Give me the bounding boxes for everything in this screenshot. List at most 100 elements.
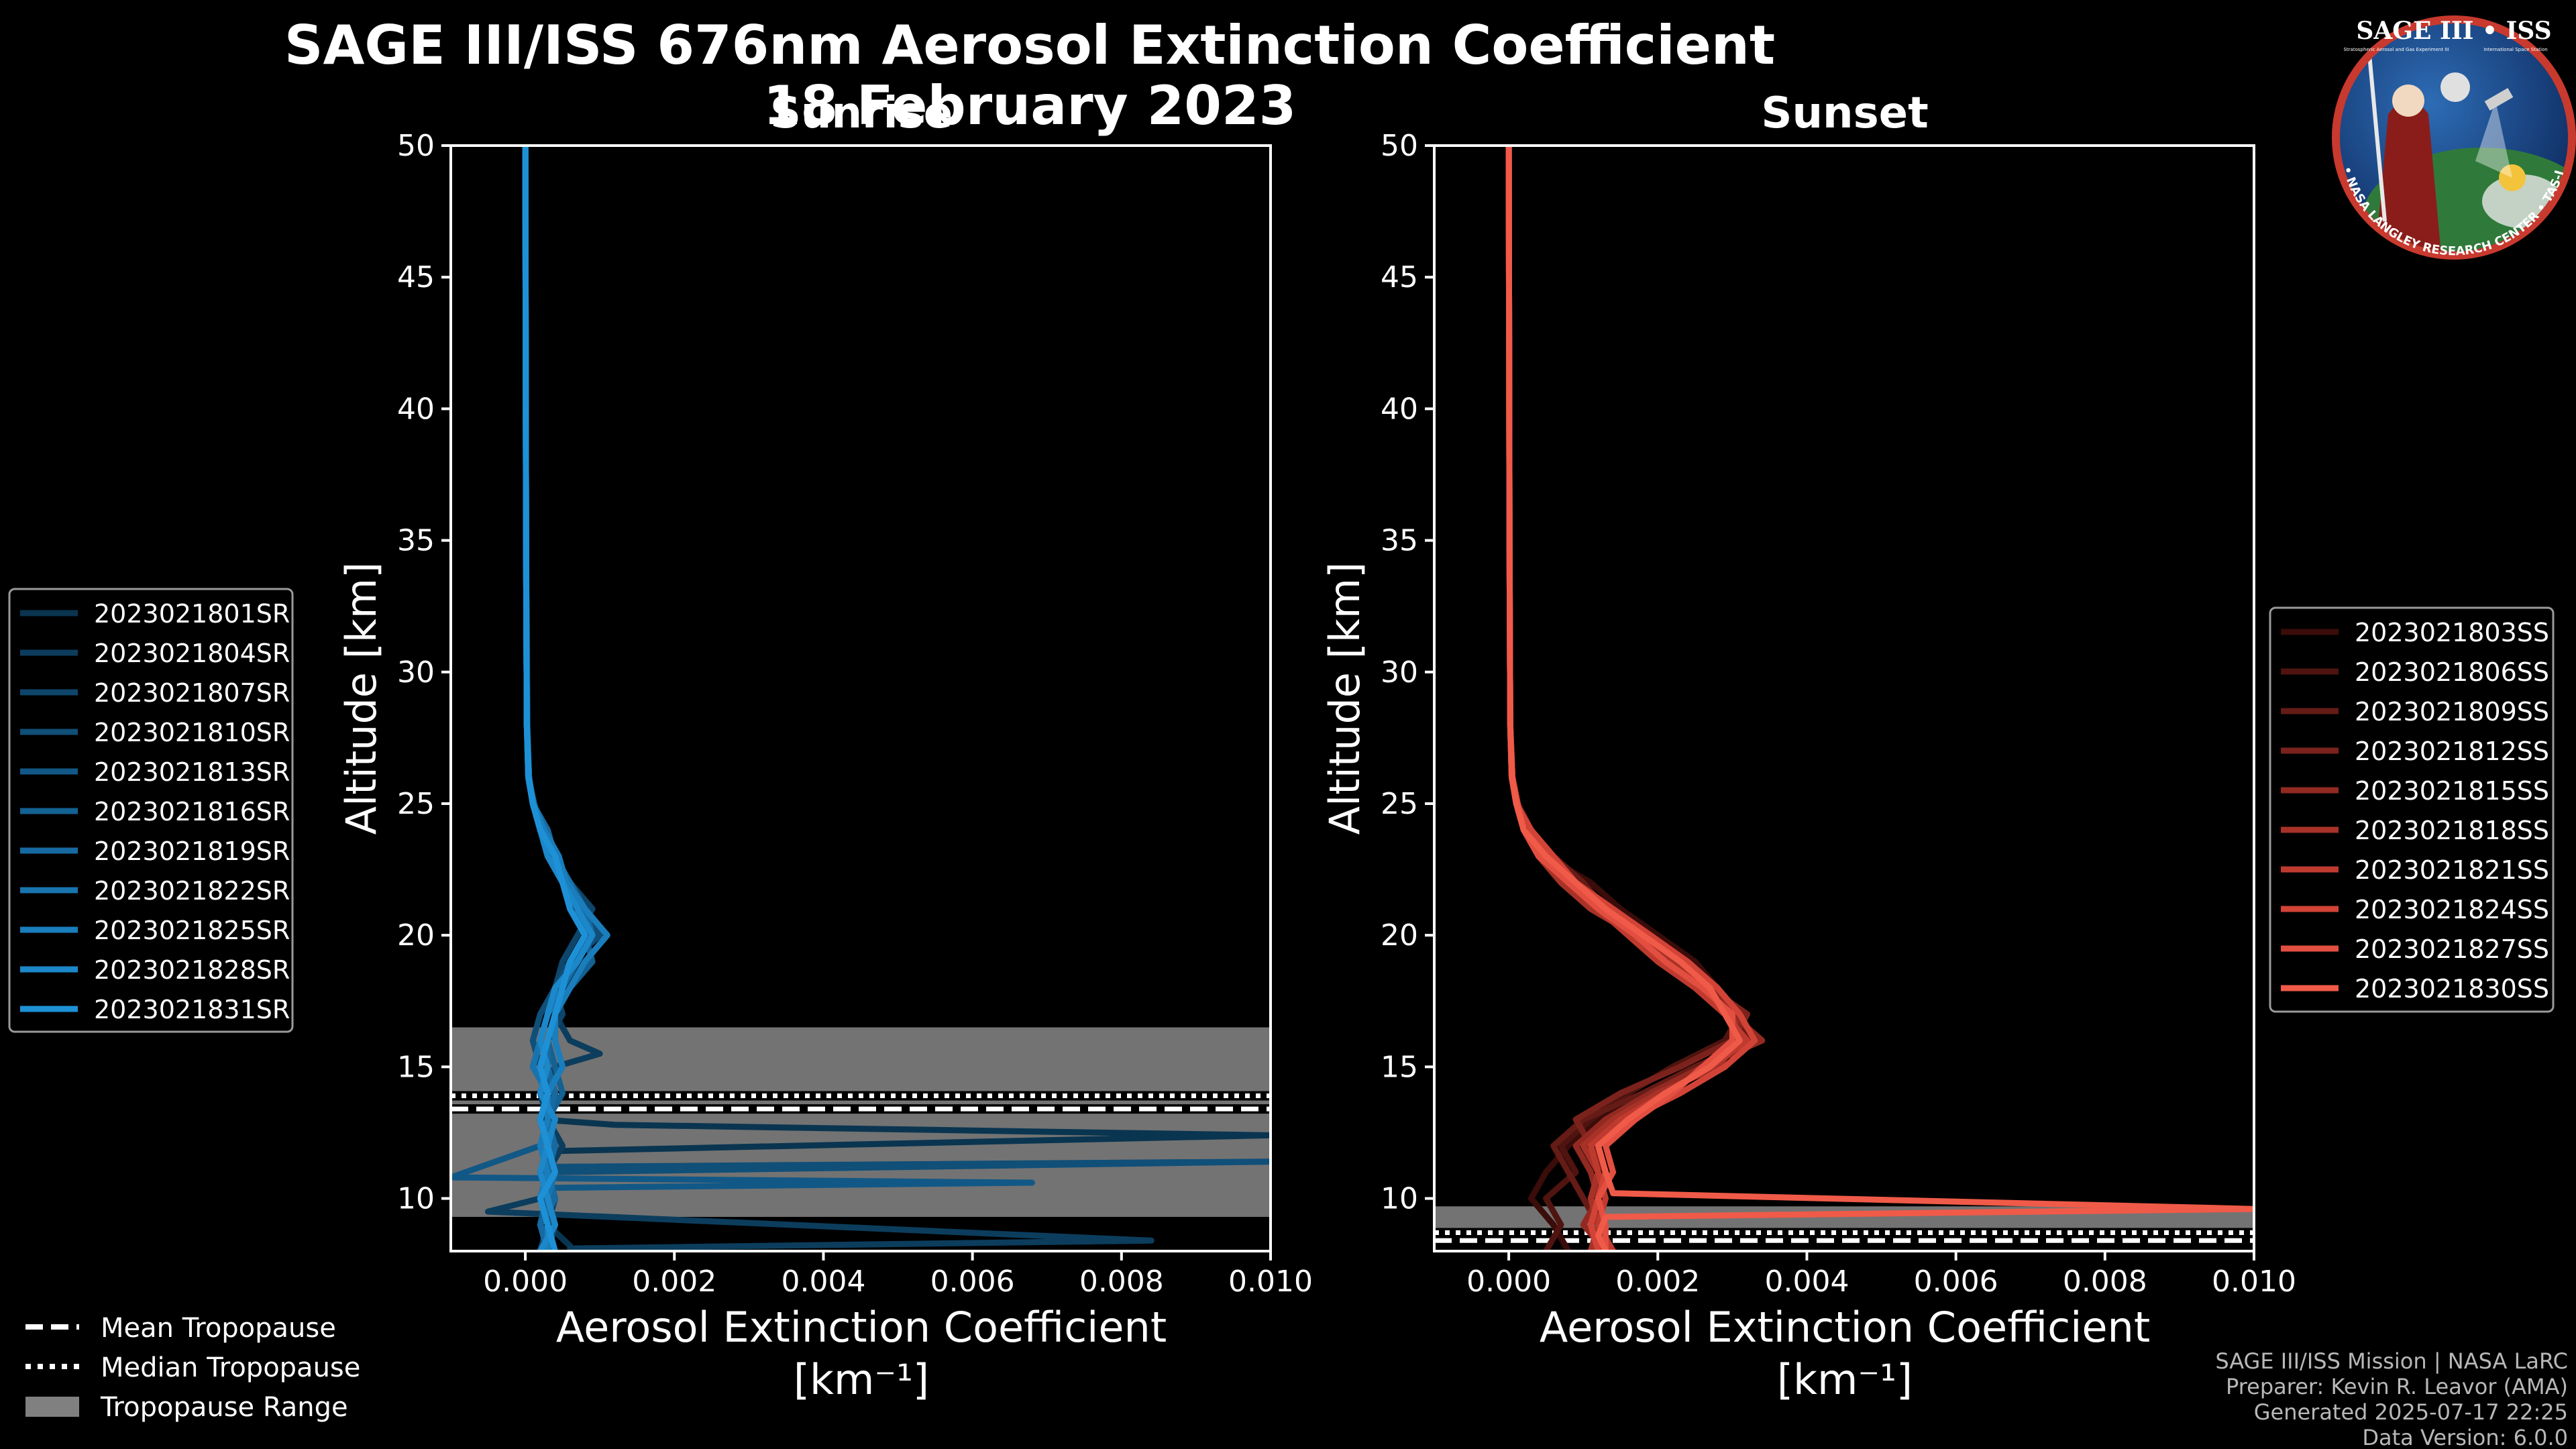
sunset-legend-label: 2023021809SS <box>2355 697 2549 727</box>
sunset-y-tick-label: 40 <box>1381 392 1418 426</box>
logo-small-text-right: International Space Station <box>2483 47 2547 52</box>
sunrise-y-tick-label: 30 <box>397 655 435 690</box>
credit-line1: SAGE III/ISS Mission | NASA LaRC <box>2215 1348 2568 1374</box>
figure-title-line1: SAGE III/ISS 676nm Aerosol Extinction Co… <box>284 14 1775 76</box>
sunset-y-tick-label: 50 <box>1381 129 1418 163</box>
sunrise-legend-label: 2023021807SR <box>94 678 290 708</box>
sunset-x-ticks: 0.000 0.002 0.004 0.006 0.008 0.010 <box>1466 1251 2296 1299</box>
sunset-legend-label: 2023021830SS <box>2355 974 2549 1004</box>
logo-moon <box>2440 72 2470 102</box>
sunrise-x-tick-label: 0.006 <box>930 1265 1015 1299</box>
sunset-y-tick-label: 15 <box>1381 1050 1418 1084</box>
sunset-x-tick-label: 0.004 <box>1764 1265 1849 1299</box>
sunset-legend-label: 2023021806SS <box>2355 657 2549 687</box>
sunset-panel: Sunset 0.000 0.002 0.004 0.006 0.008 0.010 10… <box>1320 89 2296 1404</box>
sunrise-legend-label: 2023021804SR <box>94 639 290 668</box>
sunset-y-tick-label: 20 <box>1381 918 1418 953</box>
sunset-x-axis-units: [km⁻¹] <box>1777 1355 1913 1404</box>
sunrise-y-tick-label: 15 <box>397 1050 435 1084</box>
credit-line2: Preparer: Kevin R. Leavor (AMA) <box>2226 1374 2568 1399</box>
sunset-legend-label: 2023021815SS <box>2355 776 2549 806</box>
logo-space-station <box>2484 88 2514 111</box>
sunrise-legend-label: 2023021822SR <box>94 876 290 906</box>
sunrise-y-ticks: 10 15 20 25 30 35 40 45 50 <box>397 129 451 1216</box>
sunrise-y-tick-label: 20 <box>397 918 435 953</box>
sunset-x-tick-label: 0.006 <box>1914 1265 1998 1299</box>
logo-small-text-left: Stratospheric Aerosol and Gas Experiment… <box>2343 47 2449 52</box>
sunset-panel-title: Sunset <box>1761 89 1928 138</box>
credits: SAGE III/ISS Mission | NASA LaRC Prepare… <box>2215 1348 2568 1449</box>
sunset-legend-label: 2023021827SS <box>2355 934 2549 964</box>
sunrise-legend-label: 2023021828SR <box>94 955 290 985</box>
sunset-legend-label: 2023021812SS <box>2355 737 2549 766</box>
sunrise-profile-lines <box>451 146 1271 1251</box>
logo-sun <box>2499 164 2526 191</box>
sunset-legend-frame <box>2269 606 2555 1013</box>
sunrise-x-axis-label: Aerosol Extinction Coefficient <box>556 1303 1167 1352</box>
sunset-y-ticks: 10 15 20 25 30 35 40 45 50 <box>1381 129 1434 1216</box>
sunset-plot-area <box>1434 146 2254 1251</box>
figure-title-line2: 18 February 2023 <box>763 74 1297 137</box>
sunset-x-tick-label: 0.002 <box>1615 1265 1700 1299</box>
sunrise-legend-label: 2023021810SR <box>94 718 290 747</box>
sunset-y-tick-label: 30 <box>1381 655 1418 690</box>
logo-figure-head <box>2392 85 2424 117</box>
logo-title-text: SAGE III • ISS <box>2356 17 2551 45</box>
credit-line4: Data Version: 6.0.0 <box>2362 1425 2568 1449</box>
sunrise-panel-title: Sunrise <box>770 89 953 138</box>
sunrise-panel: Sunrise 0.000 0.002 0.004 0.006 0.008 0.010 1… <box>337 89 1313 1404</box>
sunset-legend-label: 2023021803SS <box>2355 618 2549 647</box>
sunrise-legend-label: 2023021816SR <box>94 797 290 826</box>
sunset-x-tick-label: 0.008 <box>2063 1265 2147 1299</box>
sunrise-legend: 2023021801SR 2023021804SR 2023021807SR 2023… <box>8 588 294 1033</box>
series-line-2023021831SR <box>522 146 588 1251</box>
sunrise-y-tick-label: 40 <box>397 392 435 426</box>
sunrise-axes-frame <box>449 144 1272 1252</box>
sunrise-x-tick-label: 0.008 <box>1079 1265 1164 1299</box>
sunrise-y-tick-label: 25 <box>397 787 435 821</box>
sunset-legend-label: 2023021821SS <box>2355 855 2549 885</box>
tropopause-legend: Mean Tropopause Median Tropopause Tropop… <box>25 1313 360 1423</box>
sunrise-legend-frame <box>8 588 294 1033</box>
sunrise-y-axis-label: Altitude [km] <box>337 562 386 835</box>
sunrise-y-tick-label: 50 <box>397 129 435 163</box>
sunrise-x-ticks: 0.000 0.002 0.004 0.006 0.008 0.010 <box>483 1251 1313 1299</box>
sunrise-x-tick-label: 0.000 <box>483 1265 568 1299</box>
sunset-y-tick-label: 25 <box>1381 787 1418 821</box>
sunset-y-tick-label: 35 <box>1381 524 1418 558</box>
mean-tropopause-label: Mean Tropopause <box>101 1313 336 1344</box>
sunset-x-tick-label: 0.000 <box>1466 1265 1551 1299</box>
sunset-x-tick-label: 0.010 <box>2212 1265 2296 1299</box>
sunset-axes-frame <box>1433 144 2255 1252</box>
sunset-legend-label: 2023021818SS <box>2355 816 2549 845</box>
sunrise-legend-label: 2023021825SR <box>94 916 290 945</box>
tropopause-range-label: Tropopause Range <box>100 1392 348 1423</box>
sunrise-x-tick-label: 0.002 <box>632 1265 716 1299</box>
sunset-y-tick-label: 10 <box>1381 1182 1418 1216</box>
sunrise-y-tick-label: 45 <box>397 260 435 294</box>
sunset-legend-label: 2023021824SS <box>2355 895 2549 924</box>
sunrise-y-tick-label: 10 <box>397 1182 435 1216</box>
sunrise-x-tick-label: 0.010 <box>1228 1265 1313 1299</box>
tropopause-range-swatch <box>25 1397 79 1417</box>
median-tropopause-label: Median Tropopause <box>101 1352 360 1383</box>
logo-figure-robe <box>2375 101 2442 252</box>
credit-line3: Generated 2025-07-17 22:25 <box>2254 1399 2568 1425</box>
sunset-tropopause-layer <box>1434 1206 2254 1246</box>
sunset-y-tick-label: 45 <box>1381 260 1418 294</box>
sunrise-y-tick-label: 35 <box>397 524 435 558</box>
sunset-x-axis-label: Aerosol Extinction Coefficient <box>1540 1303 2150 1352</box>
series-line-2023021830SS <box>1505 146 2254 1251</box>
sunset-y-axis-label: Altitude [km] <box>1320 562 1369 835</box>
sunrise-legend-label: 2023021819SR <box>94 837 290 866</box>
sunrise-x-tick-label: 0.004 <box>781 1265 865 1299</box>
sunrise-legend-label: 2023021801SR <box>94 599 290 629</box>
sunrise-x-axis-units: [km⁻¹] <box>794 1355 929 1404</box>
sunrise-legend-label: 2023021831SR <box>94 995 290 1024</box>
sunset-profile-lines <box>1505 146 2254 1251</box>
logo-staff <box>2366 40 2387 222</box>
sunset-legend: 2023021803SS 2023021806SS 2023021809SS 2023… <box>2269 606 2555 1013</box>
sunrise-legend-label: 2023021813SR <box>94 757 290 787</box>
logo-light-beam <box>2475 101 2512 178</box>
